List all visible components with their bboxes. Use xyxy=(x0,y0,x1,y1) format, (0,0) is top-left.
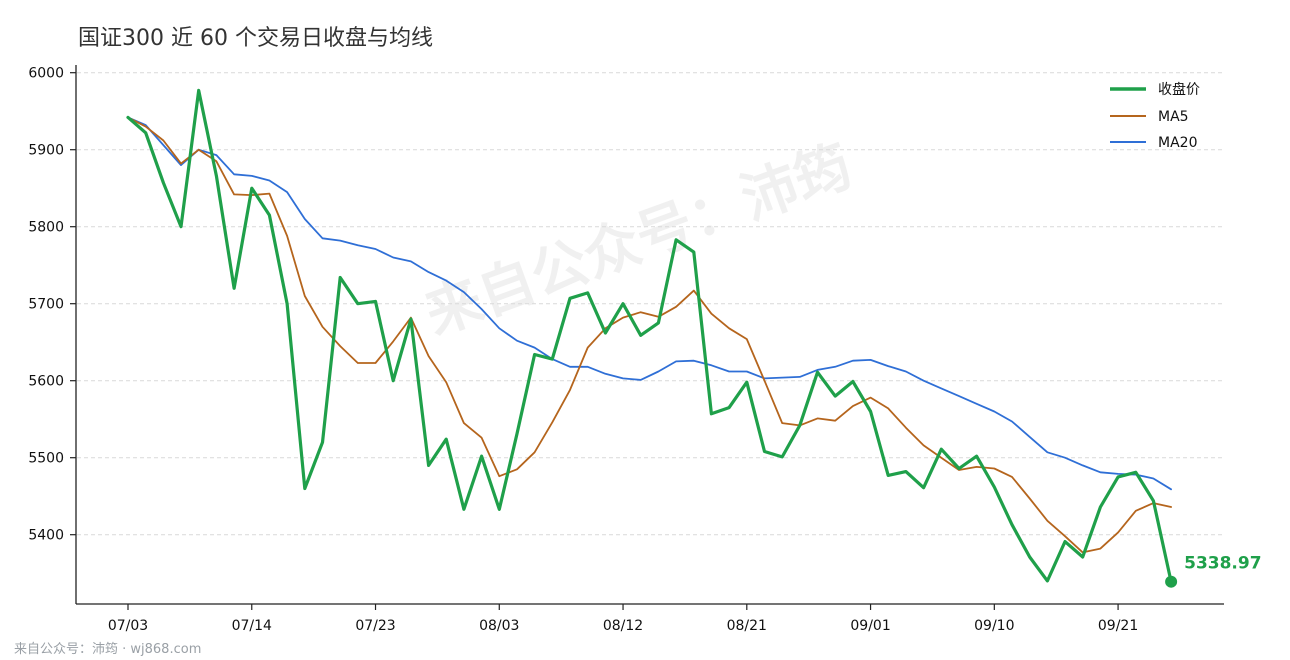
x-tick-label: 09/21 xyxy=(1098,618,1138,634)
legend: 收盘价 MA5 MA20 xyxy=(1110,81,1200,151)
y-tick-label: 5700 xyxy=(28,297,64,313)
x-tick-label: 07/03 xyxy=(108,618,148,634)
ma20-line xyxy=(127,116,1172,491)
legend-label-ma20: MA20 xyxy=(1158,135,1197,151)
series-lines xyxy=(126,88,1173,584)
last-close-label: 5338.97 xyxy=(1184,554,1261,574)
y-tick-label: 5600 xyxy=(28,374,64,390)
ma5-line xyxy=(127,116,1172,554)
x-tick-label: 09/01 xyxy=(850,618,890,634)
y-axis-ticks: 5400 5500 5600 5700 5800 5900 6000 xyxy=(28,66,76,544)
last-close-point xyxy=(1165,575,1178,588)
x-tick-label: 09/10 xyxy=(974,618,1014,634)
x-tick-label: 07/23 xyxy=(355,618,395,634)
y-tick-label: 5400 xyxy=(28,528,64,544)
close-line xyxy=(126,88,1173,584)
grid-lines xyxy=(77,72,1224,536)
legend-label-close: 收盘价 xyxy=(1158,81,1200,98)
y-tick-label: 6000 xyxy=(28,66,64,82)
legend-label-ma5: MA5 xyxy=(1158,109,1189,125)
watermark: 来自公众号：沛筠 xyxy=(417,133,860,347)
y-tick-label: 5800 xyxy=(28,220,64,236)
x-tick-label: 08/03 xyxy=(479,618,519,634)
x-tick-label: 08/12 xyxy=(603,618,643,634)
x-axis-ticks: 07/03 07/14 07/23 08/03 08/12 08/21 09/01 09/10… xyxy=(108,604,1138,634)
x-tick-label: 08/21 xyxy=(727,618,767,634)
y-tick-label: 5900 xyxy=(28,143,64,159)
footer-credit: 来自公众号：沛筠 · wj868.com xyxy=(14,642,202,657)
x-tick-label: 07/14 xyxy=(232,618,272,634)
chart-title: 国证300 近 60 个交易日收盘与均线 xyxy=(78,26,433,51)
y-tick-label: 5500 xyxy=(28,451,64,467)
